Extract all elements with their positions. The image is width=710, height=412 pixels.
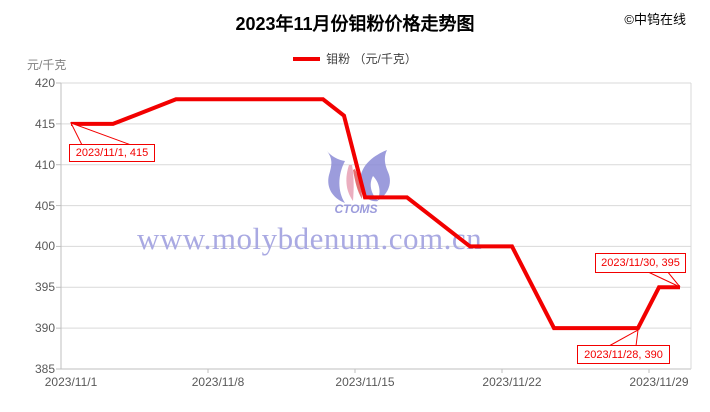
y-tick-label-410: 410 <box>34 157 55 172</box>
annotation-tail-2 <box>608 329 639 347</box>
chart-title: 2023年11月份钼粉价格走势图 <box>235 14 475 34</box>
x-tick-label-1: 2023/11/1 <box>44 375 98 389</box>
logo-text: CTOMS <box>334 202 377 216</box>
y-tick-label-395: 395 <box>34 280 55 295</box>
y-tick-label-420: 420 <box>34 76 55 90</box>
legend: 钼粉 （元/千克） <box>0 50 710 67</box>
logo-red-petal <box>353 169 362 199</box>
annotation-tail-0 <box>69 122 132 146</box>
x-tick-label-8: 2023/11/8 <box>191 375 245 389</box>
logo-pink-petal <box>346 165 354 201</box>
legend-label: 钼粉 （元/千克） <box>326 52 417 66</box>
annotation-label-0: 2023/11/1, 415 <box>69 144 155 162</box>
y-tick-label-405: 405 <box>34 198 55 213</box>
copyright-text: ©中钨在线 <box>624 12 686 27</box>
y-axis-unit-label: 元/千克 <box>27 58 67 72</box>
annotation-label-2: 2023/11/28, 390 <box>577 345 670 364</box>
annotation-tail-1 <box>645 270 681 288</box>
y-tick-label-390: 390 <box>34 321 55 336</box>
y-tick-label-400: 400 <box>34 239 55 254</box>
x-tick-label-15: 2023/11/15 <box>335 375 395 389</box>
y-tick-label-385: 385 <box>34 362 55 376</box>
ctoms-logo: CTOMS <box>327 150 390 216</box>
logo-left-petal <box>327 151 345 203</box>
annotation-label-1: 2023/11/30, 395 <box>595 253 686 273</box>
watermark-url: www.molybdenum.com.cn <box>137 221 483 256</box>
x-tick-label-22: 2023/11/22 <box>482 375 542 389</box>
price-line <box>71 97 680 331</box>
x-tick-label-29: 2023/11/29 <box>629 375 689 389</box>
logo-right-petal <box>359 150 390 202</box>
legend-line-marker <box>293 56 321 61</box>
y-tick-label-415: 415 <box>34 116 55 131</box>
